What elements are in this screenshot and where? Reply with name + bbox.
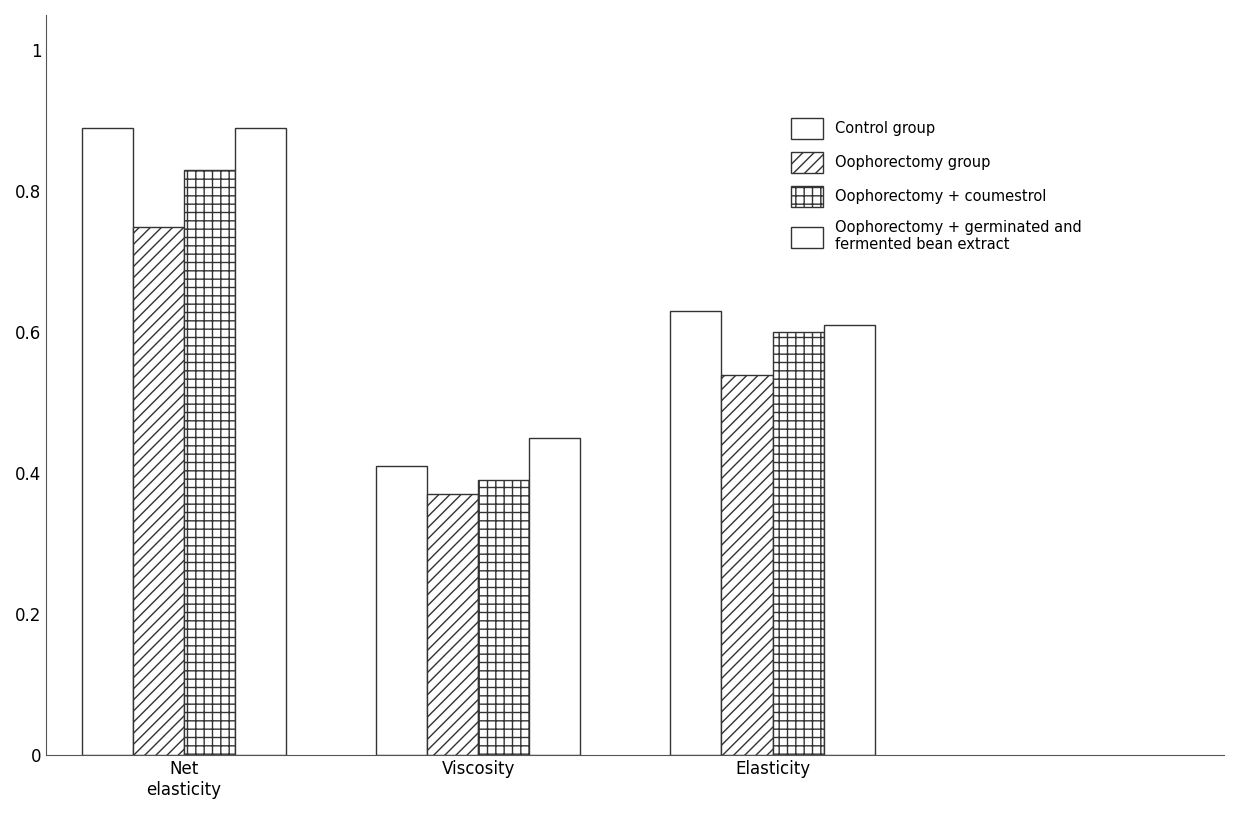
Bar bbox=[234, 128, 286, 755]
Bar bbox=[721, 374, 773, 755]
Bar bbox=[82, 128, 133, 755]
Bar bbox=[133, 226, 183, 755]
Bar bbox=[427, 494, 478, 755]
Bar bbox=[375, 466, 427, 755]
Bar bbox=[183, 170, 234, 755]
Legend: Control group, Oophorectomy group, Oophorectomy + coumestrol, Oophorectomy + ger: Control group, Oophorectomy group, Oopho… bbox=[784, 112, 1089, 260]
Bar bbox=[529, 438, 580, 755]
Bar bbox=[773, 332, 824, 755]
Bar bbox=[824, 326, 875, 755]
Bar bbox=[478, 480, 529, 755]
Bar bbox=[670, 311, 721, 755]
